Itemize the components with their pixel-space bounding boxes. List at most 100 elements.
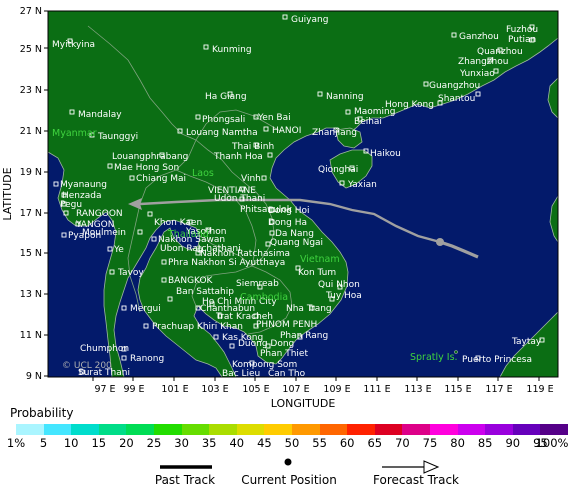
city-label: Ubon Ratchathani <box>160 244 241 254</box>
y-tick-label: 9 N <box>26 371 42 382</box>
city-label: Louangphrabang <box>112 152 188 162</box>
city-label: Guangzhou <box>429 81 480 91</box>
y-tick-label: 11 N <box>20 330 42 341</box>
city-label: Yunxiao <box>459 69 495 79</box>
y-tick-label: 17 N <box>20 208 42 219</box>
city-label: Dong Ha <box>268 218 307 228</box>
probability-label: 70 <box>395 436 410 450</box>
forecast-track-label: Forecast Track <box>373 473 459 487</box>
city-label: Phra Nakhon Si Ayutthaya <box>168 258 285 268</box>
city-label: Can Tho <box>268 369 306 379</box>
probability-label: 15 <box>91 436 107 450</box>
forecast-track <box>139 198 441 244</box>
region-label: Vietnam <box>300 254 340 265</box>
city-label: Kracheh <box>236 312 273 322</box>
probability-swatch <box>154 424 183 435</box>
city-label: Vinh <box>241 174 261 184</box>
x-tick-label: 119 E <box>526 384 553 395</box>
copyright: © UCL 200 <box>62 361 112 371</box>
city-label: Guiyang <box>291 15 328 25</box>
probability-swatch <box>485 424 514 435</box>
probability-label: 75 <box>422 436 438 450</box>
city-label: Udon Thani <box>214 194 265 204</box>
city-label: Louang Namtha <box>186 128 258 138</box>
city-label: Prachuap Khiri Khan <box>152 322 243 332</box>
city-label: Kas Kong <box>222 333 263 343</box>
legend-title: Probability <box>10 406 74 420</box>
x-axis <box>92 377 540 381</box>
probability-swatch <box>430 424 459 435</box>
city-label: Tavoy <box>117 268 144 278</box>
city-label: Nanning <box>326 92 364 102</box>
y-tick-label: 13 N <box>20 289 42 300</box>
probability-swatch <box>347 424 376 435</box>
andaman-sea <box>48 151 117 377</box>
city-label: Ganzhou <box>459 32 499 42</box>
map-frame <box>47 10 559 378</box>
region-label: Spratly Is. <box>410 352 458 363</box>
probability-label: 40 <box>229 436 245 450</box>
probability-swatch <box>292 424 321 435</box>
city-label: Hong Kong <box>385 100 434 110</box>
x-tick-label: 113 E <box>404 384 431 395</box>
probability-swatch <box>402 424 431 435</box>
probability-swatch <box>540 424 569 435</box>
hainan-island <box>329 149 373 189</box>
probability-swatch <box>512 424 541 435</box>
city-label: Chanthabun <box>200 304 255 314</box>
current-position-key-icon <box>284 458 292 466</box>
city-label: Mandalay <box>78 110 122 120</box>
past-track <box>439 240 479 259</box>
probability-swatch <box>457 424 486 435</box>
y-tick-label: 15 N <box>20 248 42 259</box>
probability-swatch <box>236 424 265 435</box>
probability-label: 90 <box>505 436 521 450</box>
x-tick-label: 111 E <box>363 384 390 395</box>
probability-label: 10 <box>63 436 79 450</box>
city-label: Quanzhou <box>477 47 523 57</box>
city-label: Taunggyi <box>97 132 138 142</box>
city-label: Duong Dong <box>238 339 294 349</box>
city-label: BANGKOK <box>168 276 214 286</box>
y-tick-label: 27 N <box>20 6 42 17</box>
luzon-edge <box>549 195 558 243</box>
city-label: Puerto Princesa <box>462 355 532 365</box>
city-label: Quang Ngai <box>270 238 323 248</box>
city-label: VIENTIANE <box>208 186 256 196</box>
city-label: Bac Lieu <box>222 369 260 379</box>
city-label: Myitkyina <box>52 40 95 50</box>
city-label: Chumphon <box>80 344 129 354</box>
city-markers <box>53 14 545 375</box>
city-label: Henzada <box>62 191 101 201</box>
probability-swatch <box>126 424 155 435</box>
city-label: Khon Kaen <box>154 218 202 228</box>
city-label: Qui Nhon <box>318 280 360 290</box>
probability-swatch <box>71 424 100 435</box>
probability-swatch <box>374 424 403 435</box>
probability-swatch <box>209 424 238 435</box>
probability-label: 35 <box>201 436 217 450</box>
x-tick-label: 97 E <box>94 384 115 395</box>
city-label: Shantou <box>438 94 475 104</box>
y-tick-label: 25 N <box>20 44 42 55</box>
palawan <box>499 311 558 377</box>
forecast-arrow-key-icon <box>423 460 440 474</box>
city-label: Phitsanulok <box>240 205 293 215</box>
city-label: YANGON <box>75 220 114 230</box>
x-tick-label: 99 E <box>123 384 144 395</box>
city-label: PHNOM PENH <box>256 320 317 330</box>
city-label: Thai Binh <box>231 142 274 152</box>
city-label: Zhangzhou <box>458 57 508 67</box>
region-label: Cambodia <box>240 292 288 303</box>
city-label: Phan Thiet <box>260 349 308 359</box>
city-label: Phongsali <box>202 115 245 125</box>
country-borders <box>87 25 293 335</box>
probability-swatch <box>16 424 45 435</box>
x-tick-label: 115 E <box>444 384 471 395</box>
city-label: Ye <box>113 245 124 255</box>
probability-swatch <box>264 424 293 435</box>
city-label: Yasothon <box>185 227 226 237</box>
city-label: Fuzhou <box>506 25 538 35</box>
city-label: Chiang Mai <box>136 174 186 184</box>
